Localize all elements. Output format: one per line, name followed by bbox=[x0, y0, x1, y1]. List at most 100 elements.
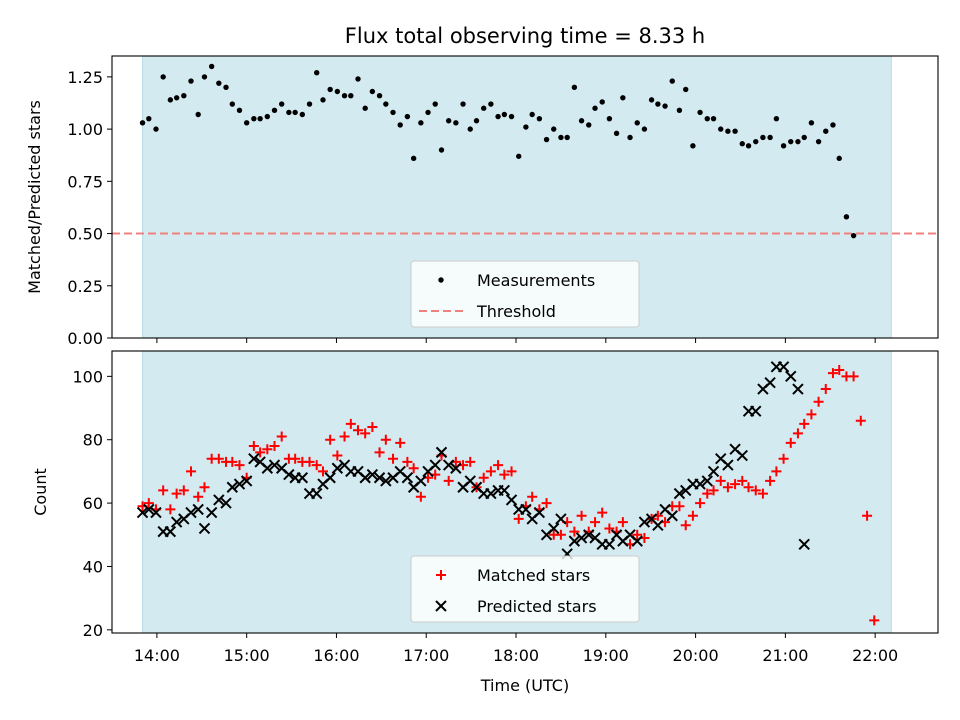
measurement-point bbox=[599, 99, 605, 105]
measurement-point bbox=[843, 214, 850, 220]
matched-star-point bbox=[597, 507, 608, 518]
matched-star-point bbox=[178, 485, 189, 496]
measurement-point bbox=[173, 95, 180, 101]
predicted-star-point bbox=[220, 497, 232, 509]
matched-star-point bbox=[165, 504, 176, 515]
matched-star-point bbox=[527, 491, 538, 502]
measurement-point bbox=[369, 88, 376, 95]
measurement-point bbox=[558, 134, 564, 141]
measurement-point bbox=[662, 103, 668, 109]
matched-star-point bbox=[262, 444, 273, 455]
matched-star-point bbox=[715, 475, 726, 486]
measurement-point bbox=[823, 128, 829, 134]
measurement-point bbox=[208, 63, 215, 70]
measurement-point bbox=[299, 111, 306, 118]
matched-star-point bbox=[269, 441, 280, 452]
predicted-star-point bbox=[442, 459, 455, 471]
predicted-star-point bbox=[777, 361, 790, 373]
y-tick-label: 80 bbox=[83, 431, 103, 450]
matched-star-point bbox=[862, 510, 873, 521]
predicted-star-point bbox=[170, 516, 183, 528]
matched-star-point bbox=[276, 431, 287, 442]
predicted-star-point bbox=[261, 462, 274, 474]
predicted-star-point bbox=[415, 475, 427, 487]
predicted-star-point bbox=[575, 532, 588, 544]
predicted-star-point bbox=[240, 475, 253, 487]
measurement-point bbox=[167, 97, 174, 103]
matched-star-point bbox=[632, 529, 643, 540]
predicted-star-point bbox=[296, 472, 309, 484]
matched-star-point bbox=[848, 371, 859, 382]
measurement-point bbox=[767, 134, 773, 141]
predicted-star-point bbox=[722, 459, 734, 471]
predicted-star-point bbox=[631, 535, 643, 547]
predicted-star-point bbox=[555, 513, 567, 525]
measurement-point bbox=[501, 111, 508, 118]
matched-star-point bbox=[722, 482, 733, 493]
x-tick-label: 21:00 bbox=[762, 646, 808, 665]
matched-star-point bbox=[569, 526, 580, 537]
matched-star-point bbox=[765, 475, 776, 486]
predicted-star-point bbox=[792, 383, 804, 395]
measurement-point bbox=[251, 115, 257, 122]
x-tick-label: 20:00 bbox=[673, 646, 719, 665]
predicted-star-point bbox=[401, 472, 414, 484]
matched-star-point bbox=[345, 418, 356, 429]
legend-label: Measurements bbox=[477, 271, 595, 290]
matched-star-point bbox=[353, 425, 364, 436]
measurement-point bbox=[753, 138, 759, 145]
matched-star-point bbox=[541, 498, 552, 509]
matched-star-point bbox=[332, 450, 343, 461]
matched-star-point bbox=[339, 431, 350, 442]
predicted-star-point bbox=[798, 538, 810, 550]
matched-star-point bbox=[799, 418, 810, 429]
predicted-star-point bbox=[283, 468, 295, 481]
matched-star-point bbox=[737, 475, 748, 486]
matched-star-point bbox=[193, 491, 204, 502]
legend-marker bbox=[436, 570, 446, 580]
x-tick-label: 17:00 bbox=[403, 646, 449, 665]
legend-marker bbox=[438, 277, 444, 283]
series-predicted-stars bbox=[136, 361, 810, 560]
measurement-point bbox=[341, 92, 348, 99]
measurement-point bbox=[606, 115, 613, 122]
measurement-point bbox=[543, 136, 550, 143]
predicted-star-point bbox=[694, 478, 706, 490]
legend-box bbox=[410, 260, 640, 328]
legend-marker bbox=[435, 600, 447, 612]
predicted-star-point bbox=[638, 516, 651, 528]
matched-star-point bbox=[290, 453, 301, 464]
predicted-star-point bbox=[707, 465, 720, 478]
matched-star-point bbox=[478, 472, 489, 483]
matched-star-point bbox=[360, 428, 371, 439]
matched-star-point bbox=[395, 437, 406, 448]
matched-star-point bbox=[199, 482, 210, 493]
predicted-star-point bbox=[143, 503, 155, 516]
measurement-point bbox=[153, 126, 159, 132]
predicted-star-point bbox=[429, 459, 441, 471]
matched-star-point bbox=[702, 488, 713, 499]
measurement-point bbox=[201, 74, 208, 80]
matched-star-point bbox=[171, 488, 182, 499]
matched-star-point bbox=[855, 415, 866, 426]
measurement-point bbox=[348, 92, 354, 99]
predicted-star-point bbox=[485, 487, 497, 500]
matched-star-point bbox=[513, 513, 524, 524]
matched-star-point bbox=[576, 510, 587, 521]
x-tick-label: 19:00 bbox=[583, 646, 629, 665]
measurement-point bbox=[139, 120, 146, 126]
predicted-star-point bbox=[324, 472, 336, 484]
predicted-star-point bbox=[505, 494, 518, 506]
matched-star-point bbox=[680, 520, 691, 531]
matched-star-point bbox=[792, 428, 803, 439]
measurement-point bbox=[160, 74, 166, 80]
measurement-point bbox=[788, 138, 794, 145]
measurement-point bbox=[327, 86, 333, 93]
x-tick-label: 15:00 bbox=[224, 646, 270, 665]
measurement-point bbox=[732, 128, 738, 134]
predicted-star-point bbox=[185, 506, 197, 519]
measurement-point bbox=[592, 105, 598, 111]
matched-star-point bbox=[750, 485, 761, 496]
legend-label: Matched stars bbox=[477, 566, 590, 585]
